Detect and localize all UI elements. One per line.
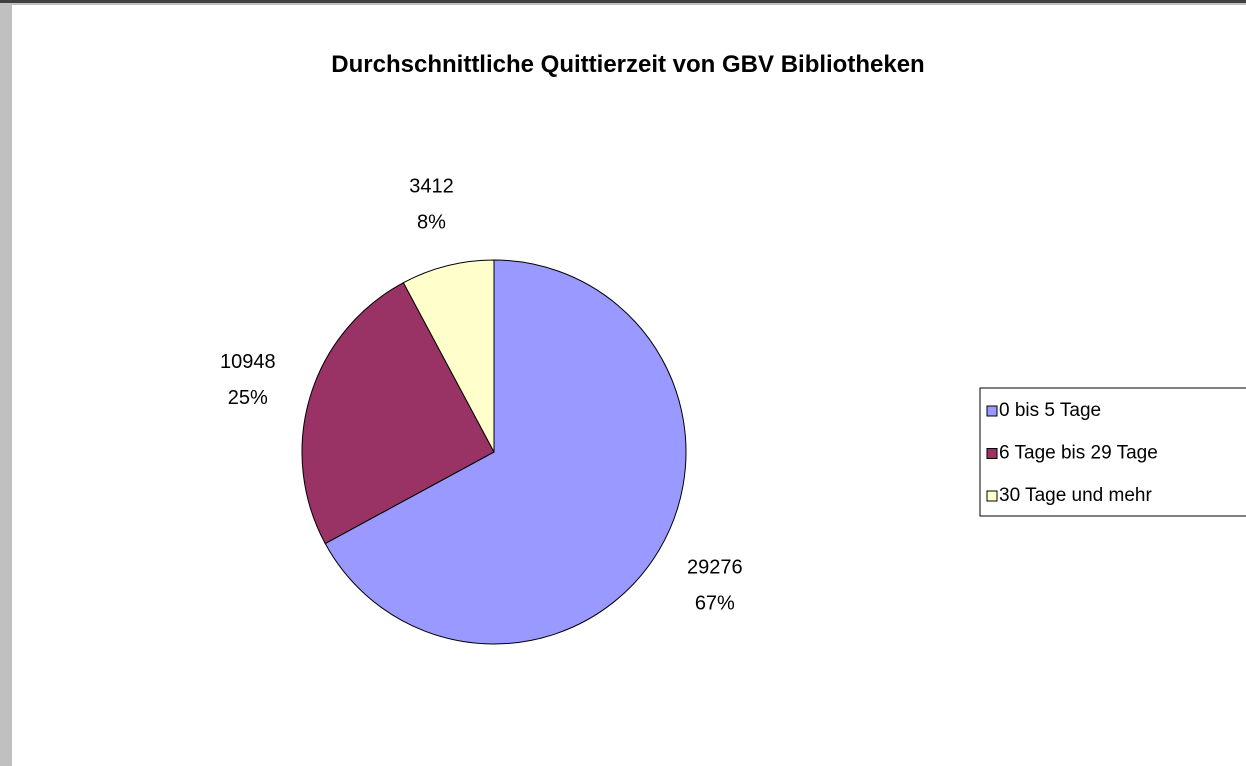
percent-label: 25% xyxy=(228,387,268,409)
legend-label: 30 Tage und mehr xyxy=(999,485,1152,506)
legend-swatch xyxy=(986,405,998,417)
pie-slice xyxy=(301,282,495,545)
legend-label: 6 Tage bis 29 Tage xyxy=(999,443,1158,464)
legend xyxy=(979,387,1246,517)
value-label: 29276 xyxy=(687,556,743,578)
legend-label: 0 bis 5 Tage xyxy=(999,400,1101,421)
value-label: 10948 xyxy=(220,351,276,373)
frame-top xyxy=(0,0,1246,3)
percent-label: 67% xyxy=(695,592,735,614)
legend-swatch xyxy=(986,448,998,459)
percent-label: 8% xyxy=(417,212,446,234)
pie-slice xyxy=(324,259,687,645)
pie-slice xyxy=(402,259,495,453)
pie xyxy=(301,259,687,645)
legend-items: 0 bis 5 Tage 6 Tage bis 29 Tage 30 Tage un… xyxy=(986,400,1158,506)
data-labels: 29276 67% 10948 25% 3412 8% xyxy=(220,176,743,615)
value-label: 3412 xyxy=(409,176,454,198)
chart-title: Durchschnittliche Quittierzeit von GBV B… xyxy=(331,51,924,78)
legend-swatch xyxy=(986,490,998,502)
